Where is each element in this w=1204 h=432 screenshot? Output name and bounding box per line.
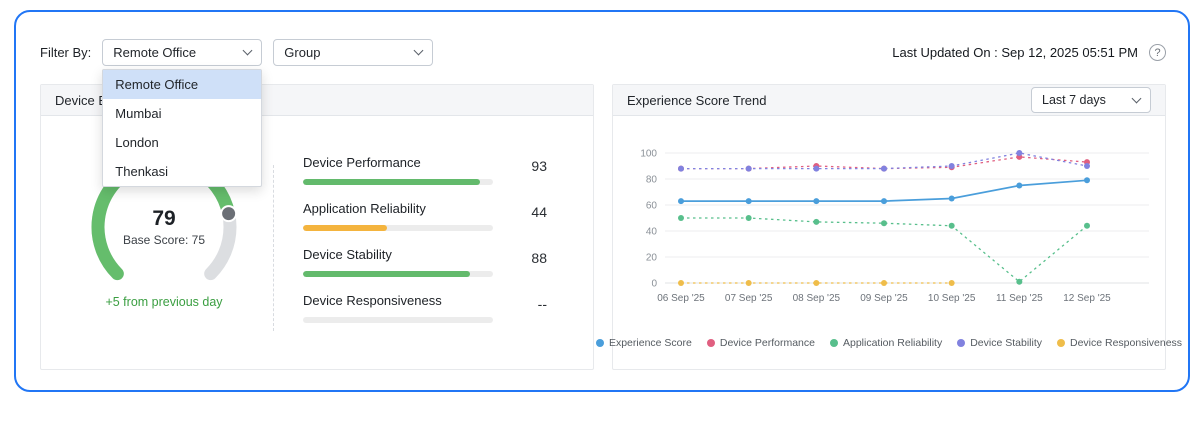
chart-legend: Experience Score Device Performance Applic… xyxy=(595,337,1182,349)
svg-text:12 Sep '25: 12 Sep '25 xyxy=(1063,293,1111,304)
group-filter-value: Group xyxy=(284,45,321,60)
metric-label: Device Responsiveness xyxy=(303,293,442,308)
legend-label: Device Responsiveness xyxy=(1069,337,1183,349)
trend-line-chart: 0 20 40 60 80 100 06 Sep '25 07 Sep '25 08 Sep '… xyxy=(640,149,1149,304)
svg-text:08 Sep '25: 08 Sep '25 xyxy=(793,293,841,304)
vertical-divider xyxy=(273,165,274,331)
legend-dot-icon xyxy=(957,339,966,347)
metric-value: 88 xyxy=(531,250,547,266)
dashboard-card: Filter By: Remote Office Remote Office Mu… xyxy=(14,10,1190,392)
filter-bar: Filter By: Remote Office Remote Office Mu… xyxy=(40,39,1166,187)
metric-bar xyxy=(303,271,493,277)
trend-panel-title: Experience Score Trend xyxy=(627,92,767,108)
chevron-down-icon xyxy=(1131,93,1142,103)
metric-bar-fill xyxy=(303,179,480,185)
office-dropdown-option[interactable]: London xyxy=(115,135,159,150)
svg-text:60: 60 xyxy=(646,201,658,212)
svg-text:0: 0 xyxy=(651,279,657,290)
legend-item[interactable]: Experience Score xyxy=(595,337,692,349)
range-dropdown-value: Last 7 days xyxy=(1042,93,1106,107)
legend-label: Experience Score xyxy=(608,337,692,349)
legend-dot-icon xyxy=(595,339,604,347)
metric-bar xyxy=(303,225,493,231)
metric-row: Device Stability 88 xyxy=(303,247,547,277)
metric-bar xyxy=(303,179,493,185)
svg-text:11 Sep '25: 11 Sep '25 xyxy=(996,293,1043,304)
trend-panel-header: Experience Score Trend Last 7 days xyxy=(613,85,1165,116)
legend-label: Device Stability xyxy=(970,337,1042,349)
legend-item[interactable]: Device Stability xyxy=(957,337,1042,349)
legend-dot-icon xyxy=(706,339,715,347)
metric-bar xyxy=(303,317,493,323)
metric-label: Device Stability xyxy=(303,247,392,262)
office-dropdown-option[interactable]: Thenkasi xyxy=(115,164,169,179)
metric-row: Device Responsiveness -- xyxy=(303,293,547,323)
office-dropdown-option[interactable]: Mumbai xyxy=(115,106,162,121)
group-filter-dropdown[interactable]: Group xyxy=(273,39,434,66)
metric-value: 93 xyxy=(531,158,547,174)
svg-text:100: 100 xyxy=(640,149,657,160)
svg-text:09 Sep '25: 09 Sep '25 xyxy=(860,293,908,304)
metric-bar-fill xyxy=(303,271,471,277)
legend-item[interactable]: Application Reliability xyxy=(829,337,943,349)
trend-panel: Experience Score Trend Last 7 days 0 20 40… xyxy=(595,84,1182,370)
chevron-down-icon xyxy=(242,45,253,56)
legend-dot-icon xyxy=(1056,339,1065,347)
svg-text:07 Sep '25: 07 Sep '25 xyxy=(725,293,773,304)
gauge-base-score: Base Score: 75 xyxy=(122,233,206,247)
svg-text:10 Sep '25: 10 Sep '25 xyxy=(928,293,976,304)
chevron-down-icon xyxy=(413,45,424,56)
metric-value: 44 xyxy=(531,204,547,220)
last-updated-text: Last Updated On : Sep 12, 2025 05:51 PM xyxy=(892,45,1138,60)
score-delta-text: +5 from previous day xyxy=(105,295,223,309)
gauge-text: 79 Base Score: 75 xyxy=(59,207,269,247)
gauge-score-value: 79 xyxy=(152,207,176,230)
help-icon[interactable]: ? xyxy=(1149,44,1166,61)
office-dropdown-menu: Remote Office Mumbai London Thenkasi xyxy=(102,69,263,187)
metric-row: Application Reliability 44 xyxy=(303,201,547,231)
legend-dot-icon xyxy=(829,339,838,347)
metric-bar-fill xyxy=(303,225,387,231)
legend-label: Device Performance xyxy=(719,337,815,349)
office-filter-value: Remote Office xyxy=(113,45,197,60)
metric-row: Device Performance 93 xyxy=(303,155,547,185)
svg-text:80: 80 xyxy=(646,175,658,186)
filter-by-label: Filter By: xyxy=(40,45,92,60)
metric-list: Device Performance 93 Application Reliabil… xyxy=(303,155,547,339)
svg-text:06 Sep '25: 06 Sep '25 xyxy=(657,293,705,304)
legend-item[interactable]: Device Performance xyxy=(706,337,815,349)
office-filter-dropdown[interactable]: Remote Office Remote Office Mumbai London T… xyxy=(102,39,263,187)
metric-label: Application Reliability xyxy=(303,201,426,216)
metric-label: Device Performance xyxy=(303,155,421,170)
range-dropdown[interactable]: Last 7 days xyxy=(1031,87,1151,113)
metric-value: -- xyxy=(537,296,547,312)
legend-label: Application Reliability xyxy=(842,337,943,349)
office-dropdown-option[interactable]: Remote Office xyxy=(103,70,262,99)
svg-text:40: 40 xyxy=(646,227,658,238)
legend-item[interactable]: Device Responsiveness xyxy=(1056,337,1183,349)
svg-text:20: 20 xyxy=(646,253,658,264)
